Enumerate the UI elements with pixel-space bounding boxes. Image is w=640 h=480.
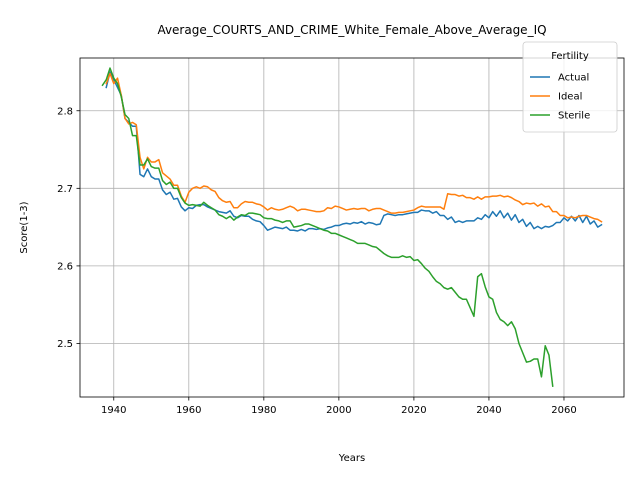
series-line-sterile [101,67,554,387]
x-tick-label: 2000 [326,405,351,416]
x-axis: 1940 1960 1980 2000 2020 2040 2060 [101,397,577,416]
legend-entries: Actual Ideal Sterile [530,73,590,122]
chart-title: Average_COURTS_AND_CRIME_White_Female_Ab… [157,23,546,37]
series-line-ideal [105,72,603,223]
x-axis-label: Years [338,453,365,464]
legend-label-ideal: Ideal [558,92,582,103]
legend-label-actual: Actual [558,73,589,84]
y-tick-label: 2.8 [57,106,73,117]
y-tick-label: 2.5 [57,339,73,350]
legend-box [522,41,618,133]
legend: Fertility Actual Ideal Sterile [522,41,618,133]
y-tick-label: 2.7 [57,184,73,195]
x-tick-label: 2060 [551,405,576,416]
x-tick-label: 2040 [476,405,501,416]
x-tick-label: 1980 [251,405,276,416]
plot-frame [79,57,625,398]
legend-label-sterile: Sterile [558,111,590,122]
y-axis: 2.5 2.6 2.7 2.8 [57,106,80,350]
x-tick-label: 1940 [101,405,126,416]
legend-title: Fertility [551,51,589,62]
x-tick-label: 1960 [176,405,201,416]
series-lines [101,67,603,387]
y-axis-label: Score(1-3) [19,201,30,253]
series-line-actual [105,71,603,232]
y-tick-label: 2.6 [57,261,73,272]
x-tick-label: 2020 [401,405,426,416]
